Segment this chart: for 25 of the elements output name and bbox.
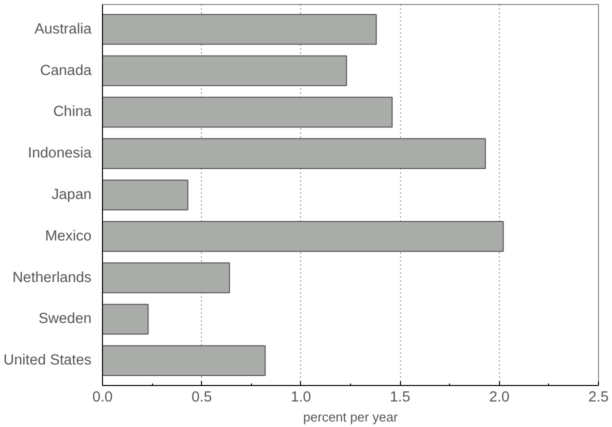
y-tick-label: Canada [40, 62, 92, 79]
y-tick-label: Australia [34, 21, 92, 38]
x-tick-label: 0.5 [192, 390, 212, 406]
y-tick-label: United States [4, 352, 92, 369]
y-tick-label: Sweden [38, 311, 92, 328]
bar [102, 138, 486, 169]
y-tick-label: China [53, 104, 92, 120]
bar [102, 304, 149, 335]
bar [102, 96, 393, 128]
x-tick-label: 2.5 [588, 390, 609, 406]
bar [102, 221, 504, 252]
x-tick-label: 1.5 [390, 390, 410, 406]
x-tick-label: 0.0 [92, 390, 113, 406]
x-axis-title: percent per year [303, 410, 398, 424]
x-tick-label: 2.0 [489, 390, 510, 406]
x-tick-label: 1.0 [290, 390, 312, 406]
bar [102, 14, 377, 45]
y-tick-label: Netherlands [12, 270, 92, 286]
bar [102, 262, 230, 294]
y-tick-label: Indonesia [28, 146, 92, 162]
y-tick-label: Japan [52, 187, 92, 203]
y-tick-label: Mexico [45, 228, 92, 244]
bar [102, 180, 188, 210]
bar [102, 345, 266, 376]
bar [102, 55, 348, 86]
